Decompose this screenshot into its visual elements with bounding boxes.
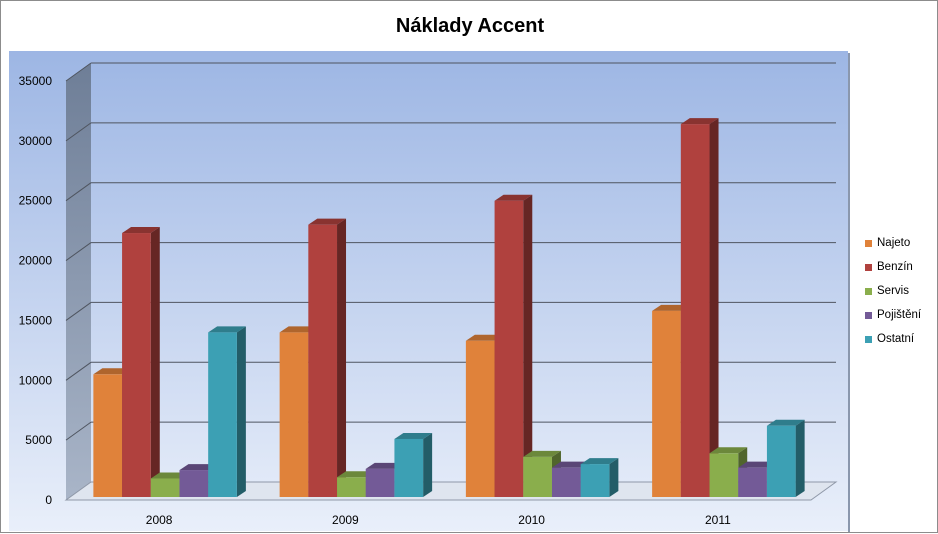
bar-front [365,468,395,497]
y-tick-label: 30000 [19,134,53,148]
bar-top [738,461,776,468]
bar-top [465,334,504,341]
bar-side [150,227,160,497]
gridline-depth [65,302,92,321]
bar-front [580,464,610,497]
bar-top [551,461,590,468]
bar-front [494,200,524,497]
bar [494,194,533,497]
bar-front [523,456,552,497]
x-axis-ticks: 2008 2009 2010 2011 [146,513,731,527]
y-tick-label: 25000 [19,194,53,208]
legend-swatch [865,311,872,319]
bar-top [179,464,218,471]
chart-title: Náklady Accent [395,15,545,37]
legend-label: Ostatní [877,333,915,345]
y-tick-label: 10000 [19,373,53,387]
gridline-depth [65,62,92,82]
bar-front [279,332,309,497]
bars [93,118,805,498]
bar-front [394,438,424,497]
bar-top [523,450,561,457]
bar-side [423,432,433,497]
legend-swatch [865,287,872,295]
bar-top [494,194,533,201]
gridline-depth [65,122,92,142]
legend-label: Pojištění [877,309,922,321]
bar-front [465,340,495,497]
bar-top [308,218,347,225]
legend-item: Ostatní [865,327,938,351]
bar-top [709,447,748,454]
bar-front [709,453,739,497]
legend-label: Benzín [877,261,913,273]
bar-top [680,118,719,125]
bar-front [308,224,338,497]
y-tick-label: 5000 [25,433,52,447]
bar [394,432,433,497]
legend-label: Servis [877,285,909,297]
bar-side [609,458,619,497]
bar-side [523,194,533,497]
floor [64,481,838,501]
bar-side [709,118,719,498]
legend-item: Najeto [865,231,938,255]
bar-top [208,326,246,333]
bar-front [738,467,767,497]
bar-top [279,326,318,333]
legend-item: Benzín [865,255,938,279]
bar-side [337,218,347,497]
legend-item: Pojištění [865,303,938,327]
bar-front [208,332,237,497]
gridline-depth [65,182,92,202]
x-tick-label: 2008 [146,513,173,527]
bar-front [551,467,581,497]
bar-top [93,368,132,375]
bar-top [365,462,404,469]
legend-label: Najeto [877,237,911,249]
y-tick-label: 20000 [19,254,53,268]
bar [208,326,246,497]
bar-front [93,374,123,497]
bar [122,227,160,497]
y-tick-label: 35000 [19,74,53,88]
bar-front [150,478,180,497]
bar-front [337,477,366,497]
y-tick-label: 15000 [19,313,53,327]
bar-side [795,419,805,497]
bar-front [122,233,151,497]
bar-top [150,472,189,479]
y-axis-ticks: 0 5000 10000 15000 20000 25000 30000 35000 [19,74,53,507]
bar-side [236,326,246,497]
x-tick-label: 2010 [518,513,545,527]
bar-top [394,432,433,439]
x-tick-label: 2009 [332,513,359,527]
legend: Najeto Benzín Servis Pojištění Ostatní [865,231,938,351]
bar [308,218,347,497]
bar-front [652,310,681,497]
gridline-depth [65,361,92,381]
side-wall [66,63,91,500]
legend-item: Servis [865,279,938,303]
bar-top [652,304,690,311]
legend-swatch [865,335,872,343]
bar-front [179,470,209,497]
bar-top [766,419,805,426]
bar-front [766,425,796,497]
bar-top [122,227,160,234]
bar [766,419,805,497]
bar [680,118,719,498]
y-tick-label: 0 [45,493,52,507]
legend-swatch [865,239,872,247]
bar-top [337,471,375,478]
bar-front [680,124,710,498]
bar [580,458,619,497]
x-tick-label: 2011 [705,513,731,527]
gridline-depth [65,242,92,261]
bar-top [580,458,619,465]
legend-swatch [865,263,872,271]
gridline-depth [65,421,92,441]
